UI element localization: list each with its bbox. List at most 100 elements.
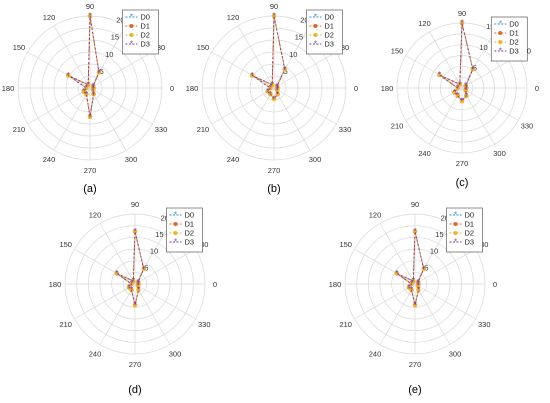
- grid-spoke: [27, 87, 91, 125]
- legend-entry: D1: [140, 22, 150, 31]
- legend-entry: D2: [509, 38, 519, 47]
- angle-tick-label: 180: [2, 84, 15, 93]
- grid-spoke: [74, 283, 136, 320]
- angle-tick-label: 210: [391, 122, 404, 131]
- angle-tick-label: 210: [13, 125, 26, 134]
- angle-tick-label: 180: [381, 84, 394, 93]
- data-point: *: [410, 286, 413, 295]
- legend-marker: [313, 33, 318, 37]
- data-point: *: [413, 301, 416, 310]
- series-line: [396, 231, 425, 306]
- data-point: *: [272, 12, 275, 21]
- data-point: [416, 287, 421, 293]
- data-point: *: [133, 301, 136, 310]
- series-line: [67, 15, 100, 117]
- angle-tick-label: 30: [480, 240, 488, 249]
- radial-tick-label: 5: [424, 263, 428, 272]
- series-line: [67, 15, 100, 117]
- data-point: [394, 271, 400, 276]
- data-point: *: [130, 286, 133, 295]
- radial-tick-label: 15: [486, 22, 494, 31]
- grid-spoke: [237, 87, 275, 151]
- radial-tick-label: 20: [441, 213, 449, 222]
- grid-spoke: [89, 51, 153, 89]
- legend-marker: [129, 24, 134, 28]
- grid-spoke: [89, 87, 153, 125]
- grid-spoke: [134, 283, 171, 345]
- data-point: *: [465, 91, 468, 100]
- angle-tick-label: 270: [129, 360, 142, 369]
- grid-spoke: [53, 87, 91, 151]
- radial-tick-label: 20: [161, 213, 169, 222]
- data-point: *: [87, 80, 90, 89]
- legend-marker: [498, 40, 503, 44]
- data-point: *: [92, 85, 95, 94]
- angle-tick-label: 270: [84, 166, 97, 175]
- data-point: *: [456, 91, 459, 100]
- data-point: [415, 283, 421, 288]
- data-point: *: [276, 84, 279, 93]
- angle-tick-label: 150: [339, 240, 352, 249]
- angle-tick-label: 180: [49, 280, 62, 289]
- data-point: *: [85, 84, 88, 93]
- angle-tick-label: 0: [535, 84, 539, 93]
- data-point: *: [88, 112, 91, 121]
- legend-box: [122, 9, 159, 55]
- radial-tick-label: 5: [473, 63, 477, 72]
- data-point: *: [142, 264, 145, 273]
- radial-tick-label: 15: [111, 33, 119, 42]
- legend-entry: D2: [324, 31, 334, 40]
- radial-tick-label: 15: [295, 33, 303, 42]
- angle-tick-label: 300: [309, 155, 322, 164]
- data-point: *: [456, 84, 459, 93]
- legend-marker: *: [130, 40, 133, 49]
- radial-tick-label: 20: [300, 16, 308, 25]
- data-point: *: [82, 87, 85, 96]
- legend-marker: [498, 31, 503, 35]
- data-point: *: [137, 286, 140, 295]
- data-point: [136, 287, 141, 293]
- legend-entry: D0: [140, 13, 150, 22]
- legend-marker: [173, 231, 178, 235]
- angle-tick-label: 0: [493, 280, 497, 289]
- angle-tick-label: 150: [13, 43, 26, 52]
- data-point: *: [97, 68, 100, 77]
- radial-tick-label: 5: [100, 67, 104, 76]
- angle-tick-label: 90: [458, 9, 466, 18]
- radial-tick-label: 10: [105, 50, 113, 59]
- series-line: [67, 15, 100, 117]
- data-point: *: [137, 280, 140, 289]
- legend-marker: *: [499, 20, 502, 29]
- data-point: *: [251, 71, 254, 80]
- legend-marker: *: [454, 238, 457, 247]
- legend-entry: D0: [509, 20, 519, 29]
- data-point: *: [136, 278, 139, 287]
- grid-spoke: [461, 87, 519, 121]
- data-point: [271, 13, 277, 19]
- data-point: *: [407, 283, 410, 292]
- angle-tick-label: 120: [43, 13, 56, 22]
- data-point: [463, 87, 468, 93]
- legend-entry: D1: [324, 22, 334, 31]
- legend-marker: [453, 222, 458, 226]
- data-point: [459, 20, 465, 26]
- legend-entry: D3: [465, 238, 475, 247]
- data-point: *: [464, 86, 467, 95]
- grid-spoke: [354, 283, 416, 320]
- data-point: *: [453, 88, 456, 97]
- grid-spoke: [99, 223, 136, 285]
- grid-spoke: [273, 25, 311, 89]
- data-point: *: [464, 81, 467, 90]
- data-point: *: [136, 281, 139, 290]
- data-point: *: [271, 80, 274, 89]
- legend-entry: D1: [509, 29, 519, 38]
- panel-label: (d): [128, 384, 141, 396]
- angle-tick-label: 150: [197, 43, 210, 52]
- angle-tick-label: 150: [391, 47, 404, 56]
- data-point: *: [92, 84, 95, 93]
- data-point: *: [92, 90, 95, 99]
- legend-box: [306, 9, 343, 55]
- data-point: *: [276, 90, 279, 99]
- angle-tick-label: 30: [341, 43, 349, 52]
